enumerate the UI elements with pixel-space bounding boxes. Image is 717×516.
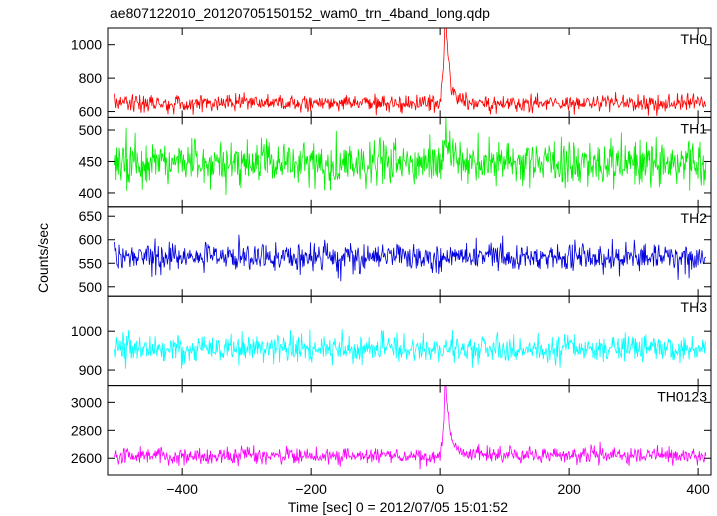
y-tick-label: 550: [79, 255, 103, 271]
y-tick-label: 1000: [71, 37, 102, 53]
chart-title: ae807122010_20120705150152_wam0_trn_4ban…: [110, 5, 490, 21]
y-tick-label: 400: [79, 185, 103, 201]
y-tick-label: 2600: [71, 450, 102, 466]
panel-th0123: 2600 2800 3000 TH0123: [71, 385, 712, 476]
x-tick-label: −200: [295, 481, 327, 497]
series-th2: [114, 234, 707, 282]
y-tick-label: 900: [79, 362, 103, 378]
panel-label: TH0123: [657, 389, 707, 405]
y-tick-label: 600: [79, 104, 103, 120]
panel-frame: [107, 385, 712, 476]
panel-th1: 400 450 500 TH1: [79, 116, 712, 208]
panel-label: TH0: [681, 31, 708, 47]
x-tick-label: 400: [686, 481, 710, 497]
series-th3: [114, 329, 707, 369]
y-tick-label: 800: [79, 70, 103, 86]
x-tick-label: −400: [166, 481, 198, 497]
panel-th3: 900 1000 TH3: [71, 295, 712, 387]
series-th0: [114, 28, 707, 116]
panel-label: TH3: [681, 299, 708, 315]
panels: 600 800 1000 TH0 400 450 500 TH1 500 550 600 650 TH2…: [71, 27, 712, 476]
y-tick-label: 600: [79, 232, 103, 248]
panel-label: TH1: [681, 120, 708, 136]
y-tick-label: 2800: [71, 422, 102, 438]
series-th1: [114, 117, 707, 196]
panel-th2: 500 550 600 650 TH2: [79, 206, 712, 297]
y-tick-label: 450: [79, 153, 103, 169]
y-tick-label: 500: [79, 122, 103, 138]
panel-label: TH2: [681, 210, 708, 226]
y-tick-label: 650: [79, 208, 103, 224]
x-axis-label: Time [sec] 0 = 2012/07/05 15:01:52: [288, 499, 508, 515]
x-tick-label: 200: [557, 481, 581, 497]
y-tick-label: 3000: [71, 394, 102, 410]
y-tick-label: 500: [79, 279, 103, 295]
x-axis: −400 −200 0 200 400: [166, 481, 710, 497]
x-tick-label: 0: [436, 481, 444, 497]
series-th0123: [114, 385, 707, 470]
y-axis-label: Counts/sec: [35, 223, 51, 293]
y-tick-label: 1000: [71, 323, 102, 339]
